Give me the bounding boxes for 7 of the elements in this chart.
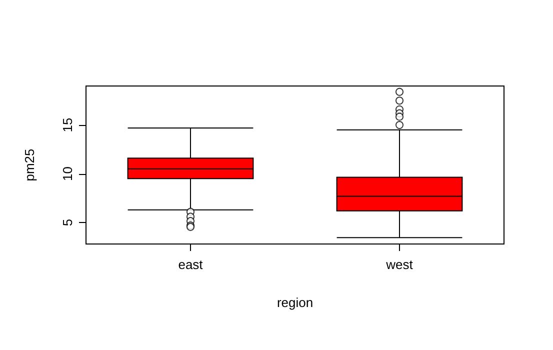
y-axis-title: pm25 (22, 148, 37, 182)
y-tick-label: 5 (60, 218, 75, 226)
x-axis-title: region (276, 295, 314, 310)
y-tick-label: 10 (60, 166, 75, 182)
x-tick-label: east (178, 257, 204, 272)
x-tick-label: west (385, 257, 414, 272)
y-tick-label: 15 (60, 118, 75, 132)
